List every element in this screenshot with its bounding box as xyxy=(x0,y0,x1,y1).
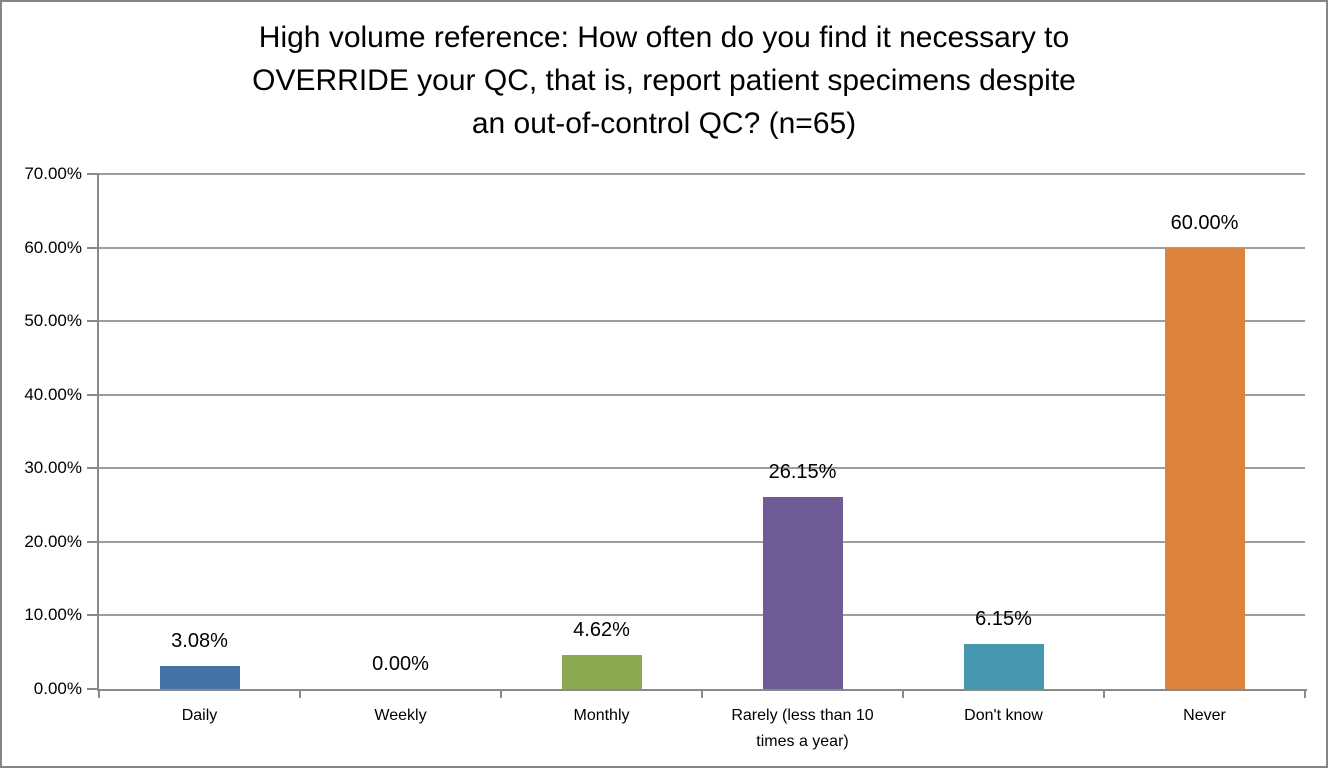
x-axis-tick xyxy=(1304,689,1306,698)
category-label: Daily xyxy=(181,707,218,724)
gridline xyxy=(99,393,1305,396)
category-label: Monthly xyxy=(573,707,630,724)
y-axis-tick xyxy=(87,173,99,175)
category-label: Rarely (less than 10 times a year) xyxy=(731,707,874,750)
x-axis-tick xyxy=(701,689,703,698)
y-axis-tick xyxy=(87,467,99,470)
x-axis-tick xyxy=(98,689,100,698)
bar-value-label: 6.15% xyxy=(975,607,1032,630)
bar-value-label: 60.00% xyxy=(1170,211,1239,234)
bar-don-t-know xyxy=(963,643,1044,689)
y-axis-label: 70.00% xyxy=(24,164,82,183)
category-label: Weekly xyxy=(374,707,427,724)
gridline xyxy=(99,173,1305,175)
bar-rarely-less-than-10-times-a-year xyxy=(762,496,843,689)
x-axis-tick xyxy=(500,689,502,698)
bar-never xyxy=(1164,247,1245,689)
bar-value-label: 4.62% xyxy=(573,619,630,642)
bar-value-label: 0.00% xyxy=(372,653,429,675)
chart-title-line: OVERRIDE your QC, that is, report patien… xyxy=(252,64,1076,97)
gridline xyxy=(99,246,1305,249)
gridline xyxy=(99,614,1305,617)
y-axis-label: 40.00% xyxy=(24,384,82,404)
y-axis-label: 50.00% xyxy=(24,311,82,331)
chart-title: High volume reference: How often do you … xyxy=(2,16,1326,145)
x-axis-tick xyxy=(902,689,904,698)
x-axis-tick xyxy=(299,689,301,698)
gridline xyxy=(99,467,1305,470)
gridline xyxy=(99,320,1305,323)
gridline xyxy=(99,540,1305,543)
y-axis-label: 10.00% xyxy=(24,605,82,625)
y-axis-tick xyxy=(87,320,99,323)
y-axis-tick xyxy=(87,540,99,543)
y-axis-tick xyxy=(87,688,99,690)
y-axis-tick xyxy=(87,246,99,249)
category-label: Never xyxy=(1183,707,1226,724)
chart-title-line: an out-of-control QC? (n=65) xyxy=(471,107,857,140)
y-axis-line xyxy=(97,173,99,691)
y-axis-label: 20.00% xyxy=(24,531,82,551)
x-axis-labels: Daily Weekly Monthly Rarely (less than 10 t… xyxy=(99,703,1305,766)
chart-title-line: High volume reference: How often do you … xyxy=(258,21,1070,54)
category-label: Don't know xyxy=(964,707,1043,724)
y-axis-tick xyxy=(87,614,99,617)
x-axis-tick xyxy=(1103,689,1105,698)
y-axis-label: 0.00% xyxy=(33,679,82,698)
y-axis-label: 30.00% xyxy=(24,458,82,478)
bar-monthly xyxy=(561,655,642,689)
bar-daily xyxy=(159,666,240,689)
y-axis-tick xyxy=(87,393,99,396)
bar-value-label: 3.08% xyxy=(171,630,228,653)
bar-value-label: 26.15% xyxy=(768,460,837,483)
plot-area: 3.08% 0.00% 4.62% 26.15% 6.15% 60.00% xyxy=(87,173,1306,698)
y-axis-label: 60.00% xyxy=(24,237,82,257)
